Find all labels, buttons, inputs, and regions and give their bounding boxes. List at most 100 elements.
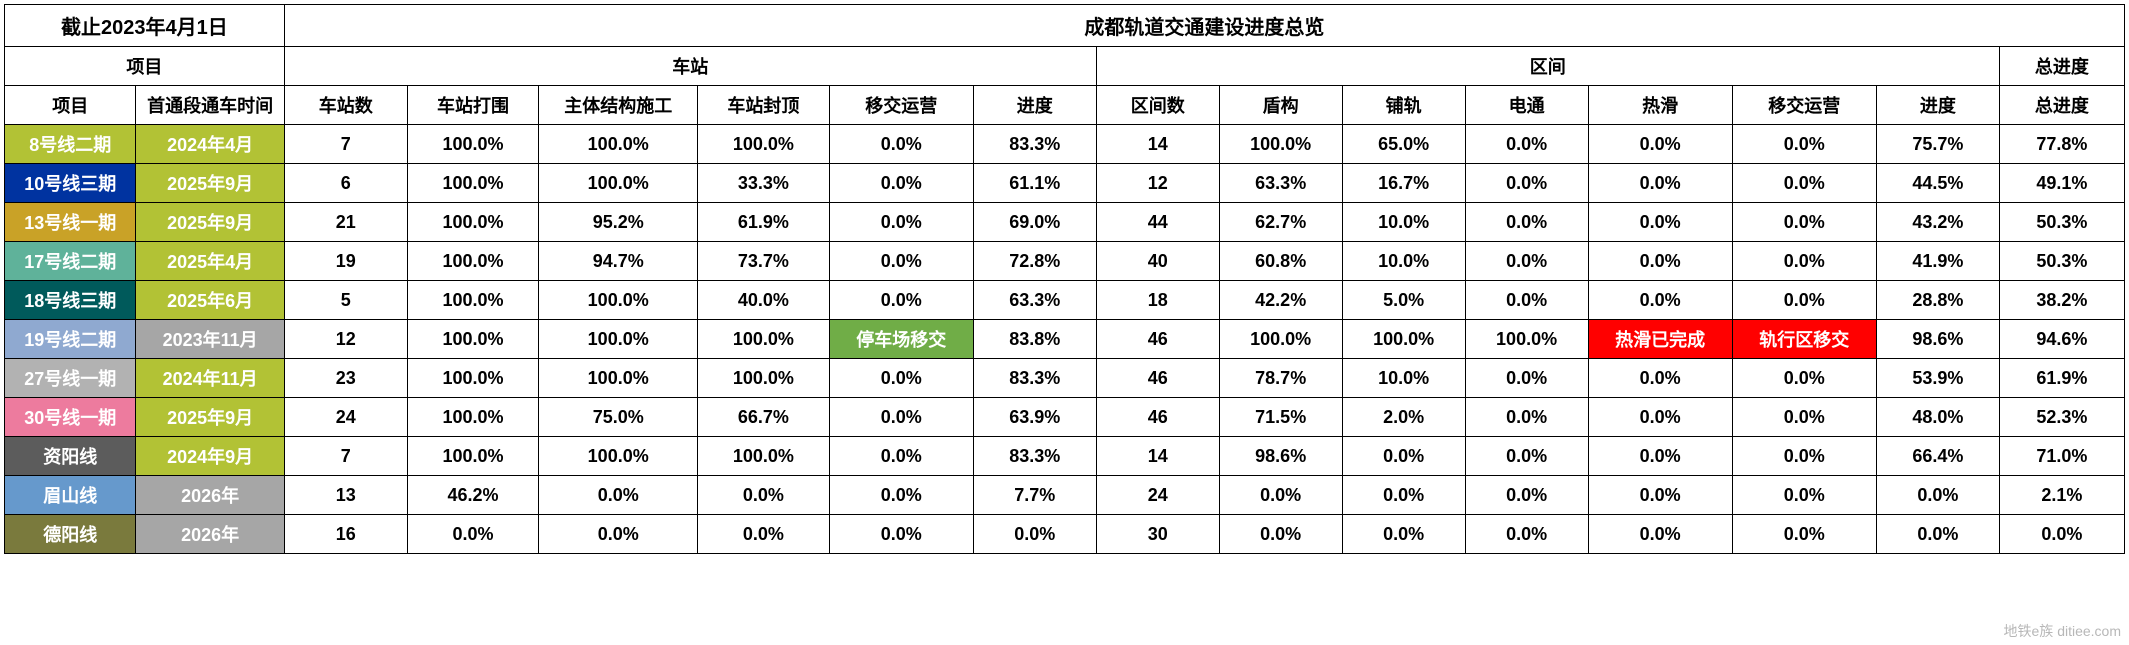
power: 0.0% [1465,164,1588,203]
line-name: 30号线一期 [5,398,136,437]
shield: 0.0% [1219,515,1342,554]
section-count: 44 [1096,203,1219,242]
open-date: 2025年4月 [136,242,284,281]
station-progress: 83.3% [973,125,1096,164]
total-progress: 2.1% [1999,476,2124,515]
open-date: 2025年9月 [136,398,284,437]
station-cap: 40.0% [698,281,829,320]
table-row: 18号线三期2025年6月5100.0%100.0%40.0%0.0%63.3%… [5,281,2125,320]
shield: 78.7% [1219,359,1342,398]
col-station-count: 车站数 [284,86,407,125]
section-progress: 48.0% [1876,398,1999,437]
section-handover: 0.0% [1732,125,1876,164]
station-count: 6 [284,164,407,203]
line-name: 资阳线 [5,437,136,476]
section-count: 14 [1096,437,1219,476]
column-header-row: 项目 首通段通车时间 车站数 车站打围 主体结构施工 车站封顶 移交运营 进度 … [5,86,2125,125]
line-name: 27号线一期 [5,359,136,398]
open-date: 2025年6月 [136,281,284,320]
section-handover: 0.0% [1732,164,1876,203]
col-shield: 盾构 [1219,86,1342,125]
station-progress: 83.3% [973,359,1096,398]
line-name: 17号线二期 [5,242,136,281]
station-handover: 0.0% [829,359,973,398]
track: 100.0% [1342,320,1465,359]
total-progress: 71.0% [1999,437,2124,476]
section-handover: 0.0% [1732,203,1876,242]
station-progress: 63.9% [973,398,1096,437]
station-count: 7 [284,437,407,476]
section-handover: 0.0% [1732,281,1876,320]
power: 100.0% [1465,320,1588,359]
main-structure: 100.0% [539,281,698,320]
main-structure: 95.2% [539,203,698,242]
power: 0.0% [1465,515,1588,554]
section-progress: 43.2% [1876,203,1999,242]
section-count: 40 [1096,242,1219,281]
station-cap: 0.0% [698,476,829,515]
col-section-handover: 移交运营 [1732,86,1876,125]
shield: 0.0% [1219,476,1342,515]
station-enclosure: 100.0% [407,125,538,164]
hotslide: 0.0% [1588,125,1732,164]
col-station-handover: 移交运营 [829,86,973,125]
section-count: 12 [1096,164,1219,203]
track: 0.0% [1342,476,1465,515]
station-progress: 7.7% [973,476,1096,515]
total-progress: 77.8% [1999,125,2124,164]
hotslide: 0.0% [1588,203,1732,242]
col-station-progress: 进度 [973,86,1096,125]
progress-table: 截止2023年4月1日 成都轨道交通建设进度总览 项目 车站 区间 总进度 项目… [4,4,2125,554]
section-progress: 98.6% [1876,320,1999,359]
track: 10.0% [1342,359,1465,398]
table-row: 27号线一期2024年11月23100.0%100.0%100.0%0.0%83… [5,359,2125,398]
station-enclosure: 100.0% [407,359,538,398]
station-progress: 0.0% [973,515,1096,554]
open-date: 2026年 [136,515,284,554]
open-date: 2025年9月 [136,164,284,203]
table-row: 8号线二期2024年4月7100.0%100.0%100.0%0.0%83.3%… [5,125,2125,164]
station-progress: 69.0% [973,203,1096,242]
open-date: 2023年11月 [136,320,284,359]
col-open-date: 首通段通车时间 [136,86,284,125]
section-handover: 0.0% [1732,242,1876,281]
main-structure: 100.0% [539,437,698,476]
col-project: 项目 [5,86,136,125]
station-count: 16 [284,515,407,554]
section-progress: 44.5% [1876,164,1999,203]
col-section-count: 区间数 [1096,86,1219,125]
section-count: 18 [1096,281,1219,320]
shield: 63.3% [1219,164,1342,203]
station-enclosure: 100.0% [407,320,538,359]
station-count: 5 [284,281,407,320]
hotslide: 热滑已完成 [1588,320,1732,359]
section-count: 14 [1096,125,1219,164]
station-handover: 0.0% [829,281,973,320]
section-handover: 0.0% [1732,437,1876,476]
section-count: 46 [1096,398,1219,437]
line-name: 眉山线 [5,476,136,515]
section-progress: 75.7% [1876,125,1999,164]
station-count: 23 [284,359,407,398]
station-count: 12 [284,320,407,359]
station-cap: 33.3% [698,164,829,203]
total-progress: 38.2% [1999,281,2124,320]
section-progress: 53.9% [1876,359,1999,398]
main-structure: 100.0% [539,164,698,203]
col-track: 铺轨 [1342,86,1465,125]
table-row: 30号线一期2025年9月24100.0%75.0%66.7%0.0%63.9%… [5,398,2125,437]
section-count: 46 [1096,320,1219,359]
power: 0.0% [1465,476,1588,515]
main-structure: 100.0% [539,359,698,398]
track: 2.0% [1342,398,1465,437]
date-label: 截止2023年4月1日 [5,5,285,47]
section-progress: 66.4% [1876,437,1999,476]
shield: 62.7% [1219,203,1342,242]
total-progress: 50.3% [1999,203,2124,242]
col-section-progress: 进度 [1876,86,1999,125]
hotslide: 0.0% [1588,164,1732,203]
station-cap: 0.0% [698,515,829,554]
open-date: 2025年9月 [136,203,284,242]
shield: 98.6% [1219,437,1342,476]
station-handover: 0.0% [829,398,973,437]
